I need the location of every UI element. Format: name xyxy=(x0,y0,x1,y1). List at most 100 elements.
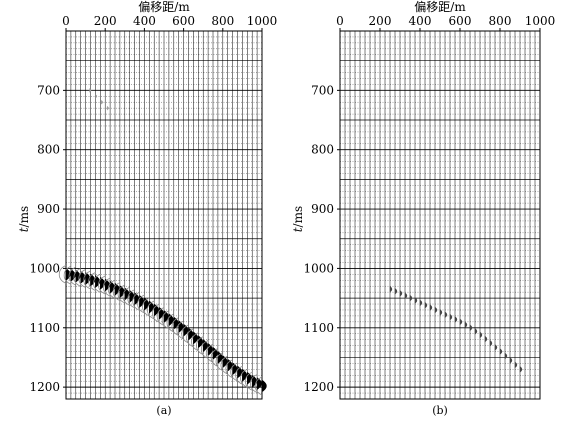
event-wavelets xyxy=(389,285,523,373)
wavelet-peak xyxy=(419,299,423,307)
wavelet-peak xyxy=(484,335,488,343)
faint-wavelet xyxy=(95,94,98,99)
wavelet-peak xyxy=(514,361,518,369)
wavelet-peak xyxy=(464,321,468,329)
x-tick-label: 1000 xyxy=(525,14,556,28)
wavelet-trough xyxy=(186,328,194,348)
wavelet-trough xyxy=(98,275,106,295)
x-tick-label: 400 xyxy=(409,14,432,28)
y-axis-title-unit: /ms xyxy=(291,206,305,228)
wavelet-trough xyxy=(200,340,209,359)
wavelet-trough xyxy=(107,279,116,299)
wavelet-peak xyxy=(70,268,76,282)
wavelet-peak xyxy=(469,324,473,332)
wavelet-trough xyxy=(83,270,91,290)
y-tick-label: 1100 xyxy=(303,321,334,335)
wavelet-trough xyxy=(112,282,121,301)
wavelet-peak xyxy=(90,273,96,287)
wavelet-trough xyxy=(235,365,243,385)
wavelet-trough xyxy=(137,294,145,314)
wavelet-peak xyxy=(399,289,403,297)
x-tick-label: 200 xyxy=(94,14,117,28)
wavelet-peak xyxy=(424,301,428,309)
x-tick-label: 0 xyxy=(336,14,344,28)
wavelet-peak xyxy=(85,272,91,285)
wavelet-trough xyxy=(151,303,160,323)
wavelet-trough xyxy=(68,266,76,286)
wavelet-peak xyxy=(509,357,513,364)
x-tick-label: 0 xyxy=(62,14,70,28)
wavelet-trough xyxy=(73,267,81,287)
y-tick-label: 900 xyxy=(37,202,60,216)
wavelet-trough xyxy=(127,289,135,309)
wavelet-peak xyxy=(439,308,443,316)
faint-wavelet xyxy=(89,88,92,93)
faint-wavelet xyxy=(107,105,109,111)
x-tick-label: 1000 xyxy=(247,14,278,28)
wavelet-peak xyxy=(499,348,503,355)
wavelet-peak xyxy=(459,318,463,326)
wavelet-trough xyxy=(230,362,238,382)
wavelet-peak xyxy=(434,306,438,314)
wavelet-peak xyxy=(444,311,448,319)
x-tick-label: 400 xyxy=(133,14,156,28)
wavelet-trough xyxy=(240,368,248,388)
wavelet-trough xyxy=(171,317,179,336)
wavelet-trough xyxy=(225,359,233,379)
y-tick-label: 1000 xyxy=(303,261,334,275)
wavelet-peak xyxy=(449,313,453,321)
wavelet-peak xyxy=(261,379,267,393)
wavelet-peak xyxy=(489,339,493,347)
wavelet-peak xyxy=(139,294,145,308)
wavelet-peak xyxy=(454,316,458,323)
wavelet-peak xyxy=(519,365,523,373)
wavelet-trough xyxy=(122,286,130,306)
y-axis-title-var: t xyxy=(291,227,305,232)
wavelet-trough xyxy=(142,297,150,317)
wavelet-trough xyxy=(181,324,189,344)
x-axis-title: 偏移距/m xyxy=(138,0,190,14)
wavelet-peak xyxy=(404,292,408,300)
x-tick-label: 600 xyxy=(172,14,195,28)
wavelet-peak xyxy=(134,292,140,306)
wavelet-trough xyxy=(254,376,263,396)
wavelet-peak xyxy=(389,285,393,293)
wavelet-peak xyxy=(414,297,418,304)
wavelet-trough xyxy=(196,336,204,355)
y-tick-label: 1200 xyxy=(29,380,60,394)
wavelet-trough xyxy=(249,374,258,393)
y-tick-label: 1000 xyxy=(29,261,60,275)
x-tick-label: 600 xyxy=(449,14,472,28)
wavelet-trough xyxy=(93,273,101,293)
y-tick-label: 800 xyxy=(311,143,334,157)
wavelet-trough xyxy=(147,300,155,320)
wavelet-trough xyxy=(210,348,219,367)
panel-a: 0 200 400 600 800 1000 700 800 900 1000 1100 1200 偏移… xyxy=(17,0,277,417)
x-axis-title: 偏移距/m xyxy=(414,0,466,14)
event-wavelets xyxy=(58,264,267,396)
wavelet-trough xyxy=(78,269,86,288)
y-tick-label: 700 xyxy=(37,83,60,97)
wavelet-peak xyxy=(504,352,508,360)
faint-wavelet xyxy=(101,99,103,105)
wavelet-trough xyxy=(132,291,140,311)
y-tick-label: 900 xyxy=(311,202,334,216)
wavelet-trough xyxy=(156,307,165,326)
wavelet-peak xyxy=(479,331,483,339)
plot-frame xyxy=(65,30,263,400)
wavelet-trough xyxy=(245,371,253,391)
wavelet-peak xyxy=(494,343,498,351)
plot-frame xyxy=(339,30,541,400)
y-axis-title: t/ms xyxy=(291,206,305,232)
wavelet-peak xyxy=(394,287,398,295)
wavelet-trough xyxy=(166,313,174,333)
y-axis-title-var: t xyxy=(17,227,31,232)
wavelet-trough xyxy=(191,332,199,352)
wavelet-peak xyxy=(75,269,81,283)
wavelet-peak xyxy=(65,267,71,281)
panel-label: (a) xyxy=(156,404,171,417)
wavelet-trough xyxy=(176,320,184,340)
y-tick-label: 700 xyxy=(311,83,334,97)
panel-label: (b) xyxy=(432,404,448,417)
